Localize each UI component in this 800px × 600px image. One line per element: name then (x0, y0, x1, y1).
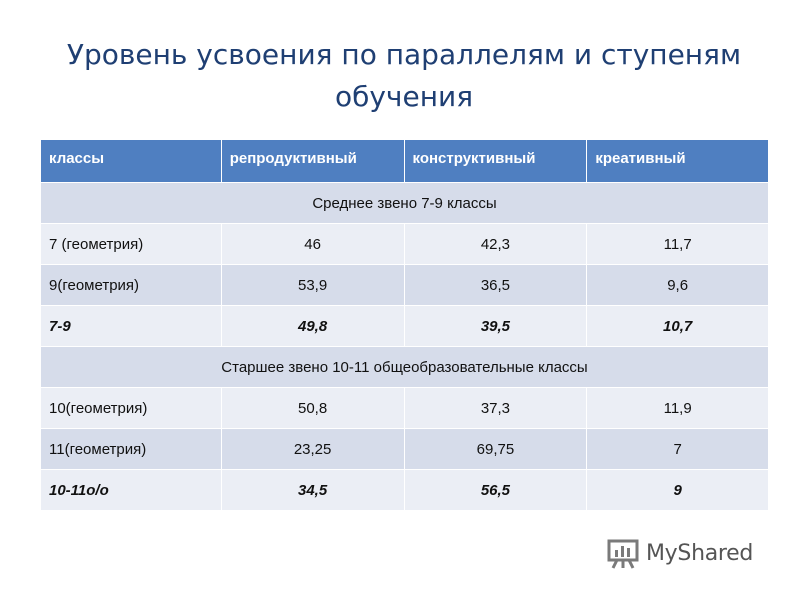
cell-reproductive: 53,9 (220, 264, 405, 306)
section-row-middle: Среднее звено 7-9 классы (40, 182, 769, 224)
cell-constructive: 36,5 (403, 264, 588, 306)
row-label: 11(геометрия) (40, 428, 222, 470)
slide-title: Уровень усвоения по параллелям и ступеня… (66, 38, 742, 113)
table-row: 11(геометрия) 23,25 69,75 7 (40, 428, 769, 470)
table-row-summary: 7-9 49,8 39,5 10,7 (40, 305, 769, 347)
header-constructive: конструктивный (403, 139, 588, 183)
myshared-watermark: MyShared (606, 536, 753, 570)
cell-creative: 9 (586, 469, 769, 511)
row-label: 7-9 (40, 305, 222, 347)
table-row: 7 (геометрия) 46 42,3 11,7 (40, 223, 769, 265)
cell-constructive: 56,5 (403, 469, 588, 511)
section-label: Среднее звено 7-9 классы (40, 182, 769, 224)
cell-constructive: 39,5 (403, 305, 588, 347)
cell-reproductive: 34,5 (220, 469, 405, 511)
row-label: 10(геометрия) (40, 387, 222, 429)
cell-creative: 11,7 (586, 223, 769, 265)
table-header-row: классы репродуктивный конструктивный кре… (40, 139, 769, 183)
header-reproductive: репродуктивный (220, 139, 405, 183)
cell-creative: 7 (586, 428, 769, 470)
table-row: 9(геометрия) 53,9 36,5 9,6 (40, 264, 769, 306)
cell-creative: 10,7 (586, 305, 769, 347)
row-label: 9(геометрия) (40, 264, 222, 306)
table-row: 10(геометрия) 50,8 37,3 11,9 (40, 387, 769, 429)
table-row-summary: 10-11о/о 34,5 56,5 9 (40, 469, 769, 511)
cell-creative: 11,9 (586, 387, 769, 429)
cell-reproductive: 46 (220, 223, 405, 265)
cell-constructive: 69,75 (403, 428, 588, 470)
cell-constructive: 37,3 (403, 387, 588, 429)
row-label: 10-11о/о (40, 469, 222, 511)
cell-constructive: 42,3 (403, 223, 588, 265)
section-label: Старшее звено 10-11 общеобразовательные … (40, 346, 769, 388)
row-label: 7 (геометрия) (40, 223, 222, 265)
cell-reproductive: 50,8 (220, 387, 405, 429)
presentation-board-icon (606, 536, 640, 570)
watermark-text: MyShared (646, 540, 754, 566)
section-row-senior: Старшее звено 10-11 общеобразовательные … (40, 346, 769, 388)
header-creative: креативный (586, 139, 769, 183)
cell-reproductive: 49,8 (220, 305, 405, 347)
header-classes: классы (40, 139, 222, 183)
results-table: классы репродуктивный конструктивный кре… (40, 139, 769, 511)
cell-creative: 9,6 (586, 264, 769, 306)
cell-reproductive: 23,25 (220, 428, 405, 470)
